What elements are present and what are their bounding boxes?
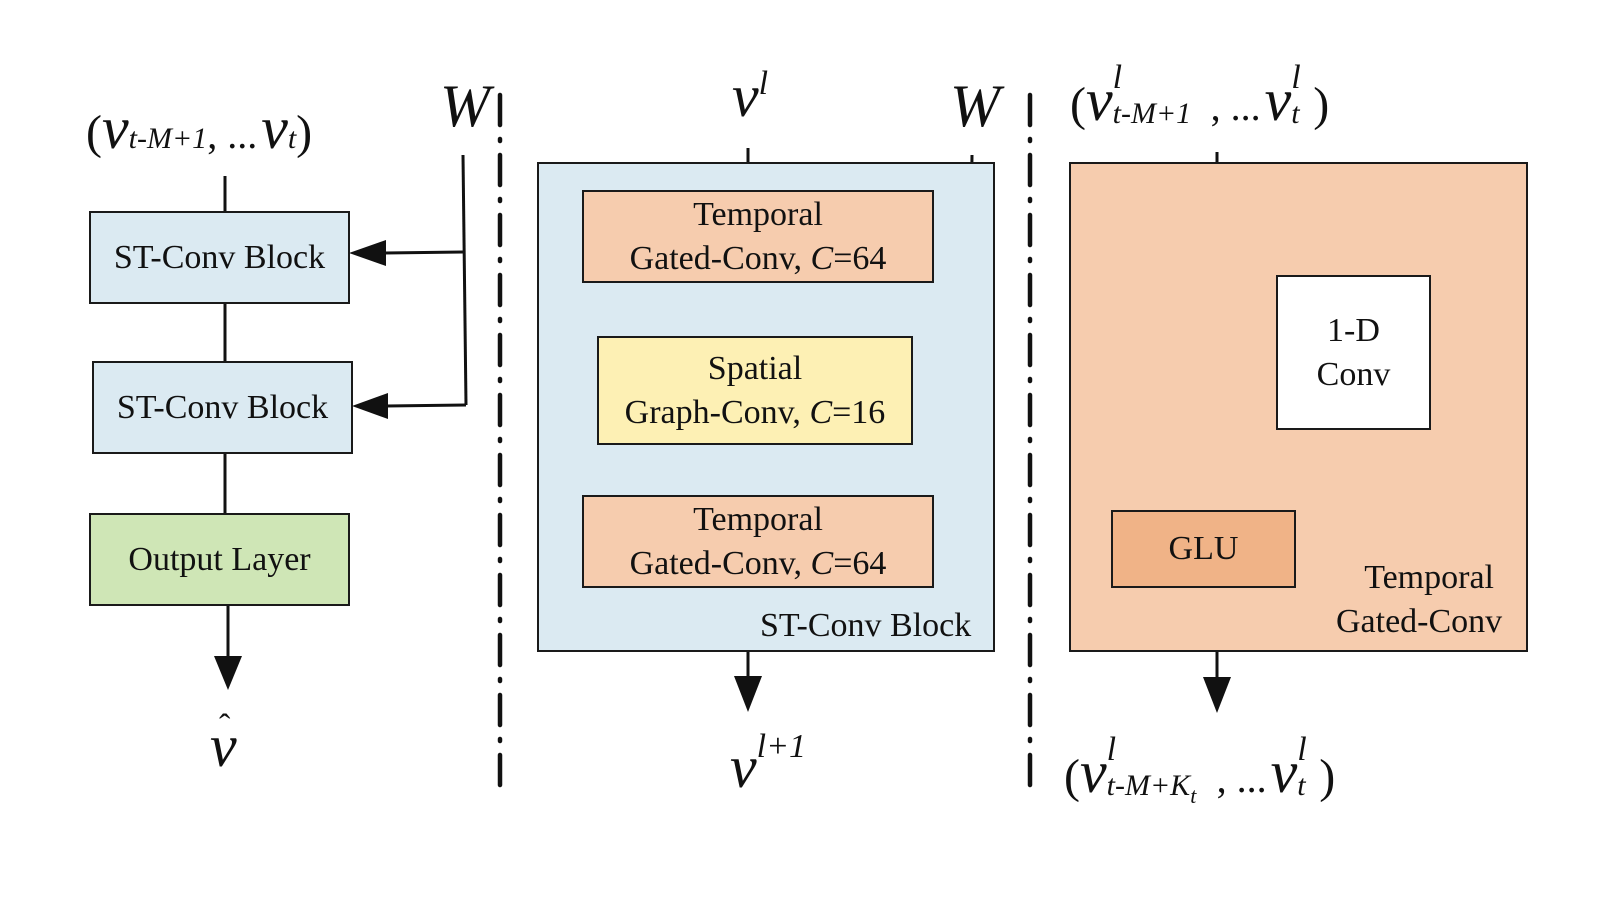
- left-w-arrowhead-1: [349, 240, 386, 266]
- mid-weight-label: W: [950, 72, 1000, 141]
- right-output-arrowhead: [1203, 677, 1231, 713]
- right-output-label: (v l t-M+Kt, ... v l t): [1064, 738, 1335, 807]
- temporal-gated-conv-bottom: Temporal Gated-Conv, C=64: [582, 495, 934, 588]
- left-w-branch-1: [385, 252, 463, 253]
- left-output-label: v: [210, 712, 237, 781]
- left-w-branch-2: [386, 405, 466, 406]
- conv-1d-block: 1-D Conv: [1276, 275, 1431, 430]
- left-output-arrowhead: [214, 656, 242, 690]
- glu-block: GLU: [1111, 510, 1296, 588]
- mid-input-label: vl: [732, 62, 768, 131]
- left-weight-label: W: [440, 72, 490, 141]
- left-input-label: (vt-M+1, ... vt): [86, 94, 312, 163]
- temporal-gated-conv-caption: Temporal Gated-Conv: [1336, 556, 1502, 644]
- st-conv-block-1: ST-Conv Block: [89, 211, 350, 304]
- st-conv-block-2: ST-Conv Block: [92, 361, 353, 454]
- mid-output-label: vl+1: [730, 728, 806, 802]
- output-layer-block: Output Layer: [89, 513, 350, 606]
- right-input-label: (v l t-M+1, ... v l t): [1070, 66, 1329, 135]
- spatial-graph-conv: Spatial Graph-Conv, C=16: [597, 336, 913, 445]
- st-conv-block-caption: ST-Conv Block: [760, 604, 971, 648]
- left-w-trunk: [463, 155, 466, 405]
- temporal-top-line2: Gated-Conv, C=64: [630, 237, 887, 281]
- temporal-bottom-line2: Gated-Conv, C=64: [630, 542, 887, 586]
- mid-output-arrowhead: [734, 676, 762, 712]
- spatial-line2: Graph-Conv, C=16: [625, 391, 886, 435]
- temporal-gated-conv-top: Temporal Gated-Conv, C=64: [582, 190, 934, 283]
- left-w-arrowhead-2: [352, 393, 388, 419]
